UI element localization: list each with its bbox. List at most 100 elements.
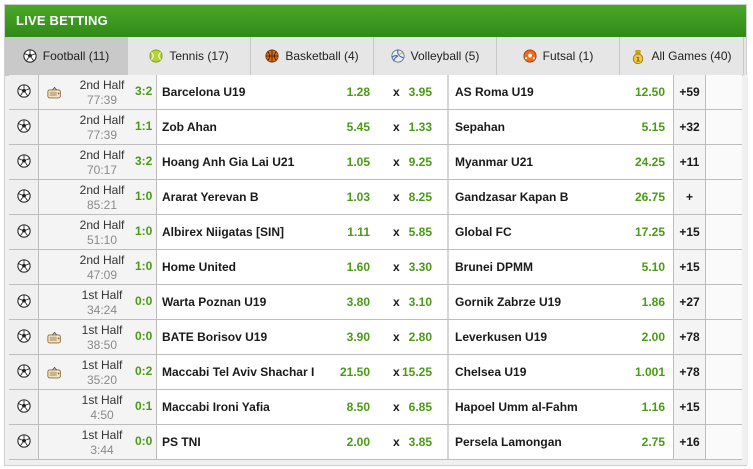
away-team-button[interactable]: Gandzasar Kapan B [455, 190, 569, 204]
live-stream-tv-icon[interactable] [47, 366, 63, 379]
away-odd-button[interactable]: 2.75 [641, 435, 665, 449]
tab-label: Tennis (17) [169, 49, 229, 63]
tab-label: Volleyball (5) [410, 49, 480, 63]
home-team-button[interactable]: Ararat Yerevan B [162, 190, 259, 204]
match-time-cell[interactable]: 1st Half 4:50 0:1 [39, 390, 157, 424]
away-team-button[interactable]: Brunei DPMM [455, 260, 533, 274]
home-odd-button[interactable]: 1.60 [346, 260, 370, 274]
away-odd-button[interactable]: 1.86 [641, 295, 665, 309]
draw-odd-button[interactable]: 5.85 [408, 225, 432, 239]
match-time-cell[interactable]: 2nd Half 77:39 1:1 [39, 110, 157, 144]
draw-odd-button[interactable]: 3.85 [408, 435, 432, 449]
match-time-cell[interactable]: 2nd Half 85:21 1:0 [39, 180, 157, 214]
divider [447, 390, 449, 424]
home-odd-button[interactable]: 1.28 [346, 85, 370, 99]
home-team-button[interactable]: Maccabi Ironi Yafia [162, 400, 270, 414]
home-team-button[interactable]: Home United [162, 260, 237, 274]
away-odd-button[interactable]: 5.10 [641, 260, 665, 274]
draw-label: x [393, 190, 400, 204]
away-team-button[interactable]: AS Roma U19 [455, 85, 534, 99]
more-markets-button[interactable]: +11 [674, 145, 706, 179]
match-period: 2nd Half [79, 78, 125, 92]
away-team-button[interactable]: Leverkusen U19 [455, 330, 548, 344]
tab-basketball[interactable]: Basketball (4) [251, 37, 374, 75]
away-odd-button[interactable]: 5.15 [641, 120, 665, 134]
match-time-cell[interactable]: 2nd Half 77:39 3:2 [39, 75, 157, 109]
match-time-cell[interactable]: 2nd Half 47:09 1:0 [39, 250, 157, 284]
tab-futsal[interactable]: Futsal (1) [497, 37, 620, 75]
away-odd-button[interactable]: 17.25 [634, 225, 665, 239]
home-odd-button[interactable]: 1.03 [346, 190, 370, 204]
home-team-button[interactable]: Maccabi Tel Aviv Shachar I [162, 365, 315, 379]
home-team-button[interactable]: BATE Borisov U19 [162, 330, 268, 344]
more-markets-button[interactable]: +15 [674, 390, 706, 424]
draw-odd-button[interactable]: 6.85 [408, 400, 432, 414]
match-time-cell[interactable]: 1st Half 34:24 0:0 [39, 285, 157, 319]
away-team-button[interactable]: Hapoel Umm al-Fahm [455, 400, 578, 414]
live-stream-tv-icon[interactable] [47, 331, 63, 344]
away-team-button[interactable]: Myanmar U21 [455, 155, 534, 169]
draw-odd-button[interactable]: 9.25 [408, 155, 432, 169]
home-odd-button[interactable]: 2.00 [346, 435, 370, 449]
more-markets-button[interactable]: +27 [674, 285, 706, 319]
home-odd-button[interactable]: 5.45 [346, 120, 370, 134]
scrollbar[interactable] [743, 75, 748, 465]
home-odd-button[interactable]: 3.80 [346, 295, 370, 309]
more-markets-button[interactable]: +78 [674, 320, 706, 354]
draw-label: x [393, 260, 400, 274]
match-row: 1st Half 34:24 0:0 Warta Poznan U19 3.80 x 3.1… [9, 285, 742, 320]
away-team-button[interactable]: Global FC [455, 225, 512, 239]
match-clock: 47:09 [86, 268, 118, 282]
match-clock: 77:39 [86, 128, 118, 142]
match-time-cell[interactable]: 2nd Half 51:10 1:0 [39, 215, 157, 249]
match-time-cell[interactable]: 1st Half 3:44 0:0 [39, 425, 157, 459]
sport-cell [9, 180, 39, 214]
more-markets-button[interactable]: +15 [674, 215, 706, 249]
away-team-button[interactable]: Sepahan [455, 120, 506, 134]
more-markets-button[interactable]: +78 [674, 355, 706, 389]
away-team-button[interactable]: Persela Lamongan [455, 435, 562, 449]
draw-odd-button[interactable]: 2.80 [408, 330, 432, 344]
away-odd-button[interactable]: 2.00 [641, 330, 665, 344]
home-odd-button[interactable]: 1.05 [346, 155, 370, 169]
home-odd-button[interactable]: 21.50 [339, 365, 370, 379]
live-stream-tv-icon[interactable] [47, 86, 63, 99]
away-odd-button[interactable]: 1.16 [641, 400, 665, 414]
home-odd-button[interactable]: 3.90 [346, 330, 370, 344]
away-team-button[interactable]: Chelsea U19 [455, 365, 527, 379]
draw-odd-button[interactable]: 1.33 [408, 120, 432, 134]
home-team-button[interactable]: PS TNI [162, 435, 201, 449]
home-odd-button[interactable]: 1.11 [347, 225, 370, 239]
home-team-button[interactable]: Albirex Niigatas [SIN] [162, 225, 285, 239]
draw-odd-button[interactable]: 3.30 [408, 260, 432, 274]
match-score: 3:2 [135, 84, 153, 98]
home-team-button[interactable]: Barcelona U19 [162, 85, 246, 99]
home-team-button[interactable]: Zob Ahan [162, 120, 217, 134]
home-team-button[interactable]: Hoang Anh Gia Lai U21 [162, 155, 295, 169]
match-time-cell[interactable]: 2nd Half 70:17 3:2 [39, 145, 157, 179]
tab-tennis-ball[interactable]: Tennis (17) [128, 37, 251, 75]
away-team-button[interactable]: Gornik Zabrze U19 [455, 295, 562, 309]
away-odd-button[interactable]: 24.25 [634, 155, 665, 169]
more-markets-button[interactable]: + [674, 180, 706, 214]
more-markets-button[interactable]: +32 [674, 110, 706, 144]
sport-cell [9, 75, 39, 109]
away-odd-button[interactable]: 1.001 [634, 365, 665, 379]
draw-odd-button[interactable]: 3.10 [408, 295, 432, 309]
away-odd-button[interactable]: 26.75 [634, 190, 665, 204]
tab-medal[interactable]: 1 All Games (40) [620, 37, 744, 75]
tab-football[interactable]: Football (11) [5, 37, 128, 75]
match-time-cell[interactable]: 1st Half 38:50 0:0 [39, 320, 157, 354]
draw-odd-button[interactable]: 15.25 [401, 365, 432, 379]
away-odd-button[interactable]: 12.50 [634, 85, 665, 99]
tab-volleyball[interactable]: Volleyball (5) [374, 37, 497, 75]
home-team-button[interactable]: Warta Poznan U19 [162, 295, 267, 309]
away-cell: Global FC 17.25 [449, 215, 674, 249]
draw-odd-button[interactable]: 8.25 [408, 190, 432, 204]
match-time-cell[interactable]: 1st Half 35:20 0:2 [39, 355, 157, 389]
more-markets-button[interactable]: +16 [674, 425, 706, 459]
more-markets-button[interactable]: +59 [674, 75, 706, 109]
more-markets-button[interactable]: +15 [674, 250, 706, 284]
home-odd-button[interactable]: 8.50 [346, 400, 370, 414]
draw-odd-button[interactable]: 3.95 [408, 85, 432, 99]
